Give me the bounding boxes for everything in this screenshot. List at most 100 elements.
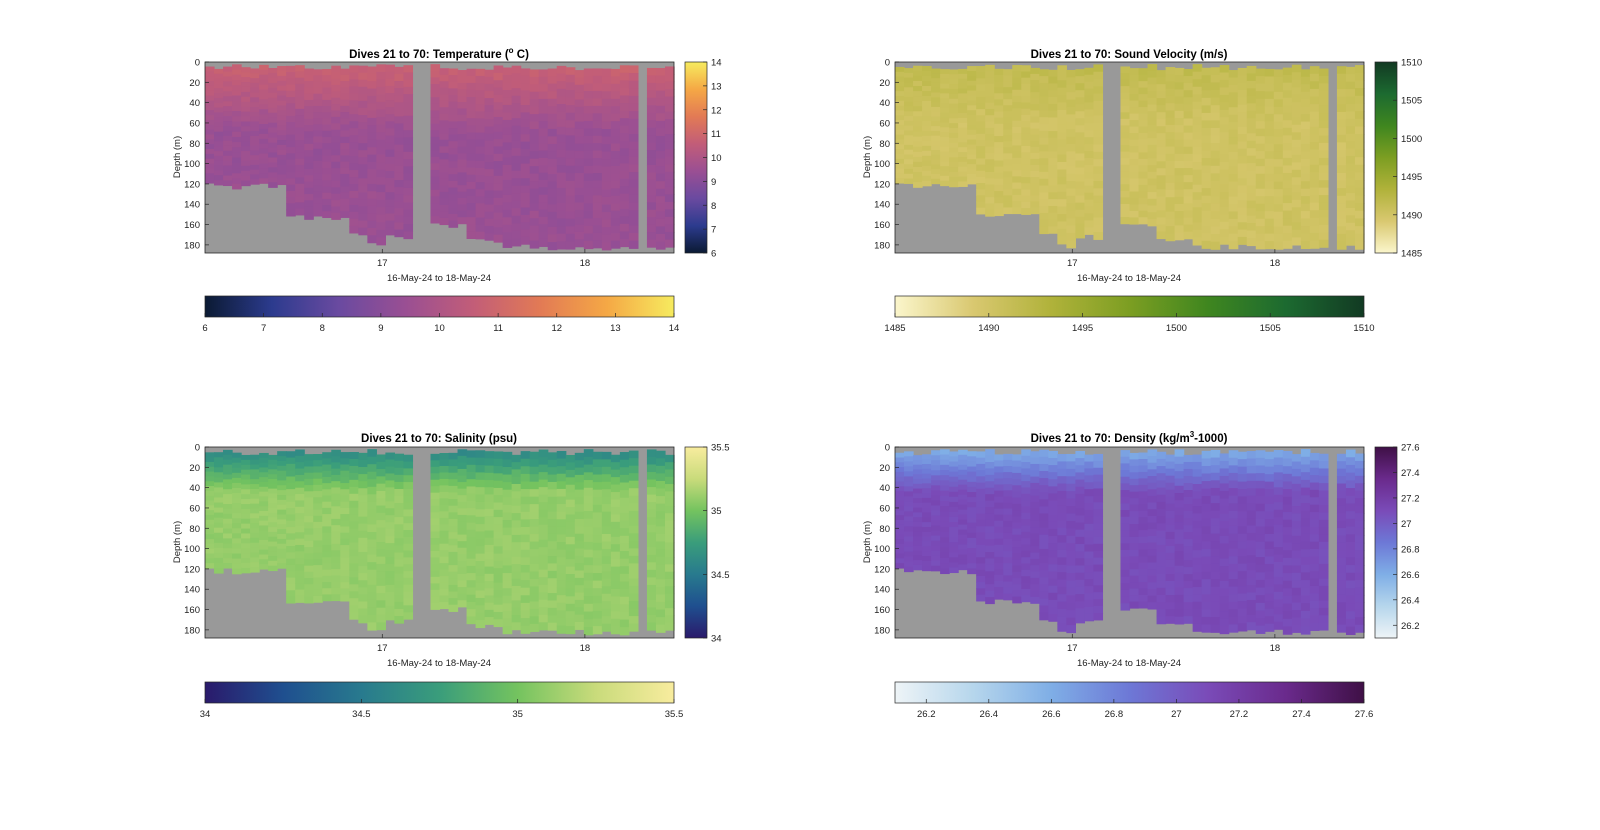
heatmap-cell: [1003, 171, 1013, 178]
heatmap-cell: [502, 588, 513, 597]
heatmap-cell: [958, 494, 968, 501]
heatmap-cell: [358, 171, 368, 179]
heatmap-cell: [1021, 65, 1031, 73]
heatmap-cell: [1273, 136, 1284, 145]
heatmap-cell: [286, 451, 296, 459]
heatmap-cell: [340, 87, 350, 95]
heatmap-cell: [430, 492, 441, 500]
heatmap-cell: [286, 97, 296, 104]
heatmap-cell: [349, 197, 359, 206]
heatmap-cell: [295, 108, 305, 116]
heatmap-cell: [331, 72, 341, 80]
heatmap-cell: [655, 143, 666, 152]
heatmap-cell: [475, 465, 486, 474]
heatmap-cell: [232, 518, 242, 524]
heatmap-cell: [1039, 199, 1049, 207]
heatmap-cell: [655, 211, 666, 220]
heatmap-cell: [475, 583, 486, 592]
heatmap-cell: [268, 72, 278, 79]
heatmap-cell: [664, 96, 675, 105]
heatmap-cell: [331, 474, 341, 482]
heatmap-cell: [1084, 116, 1095, 124]
heatmap-cell: [403, 180, 414, 189]
heatmap-cell: [439, 517, 450, 525]
heatmap-cell: [502, 164, 513, 174]
heatmap-cell: [1039, 171, 1049, 180]
y-tick-label: 160: [184, 220, 200, 231]
heatmap-cell: [1255, 473, 1266, 482]
heatmap-cell: [985, 526, 995, 534]
heatmap-cell: [1165, 581, 1176, 589]
heatmap-cell: [1291, 154, 1302, 163]
heatmap-cell: [223, 523, 233, 530]
heatmap-cell: [1291, 624, 1302, 633]
heatmap-cell: [646, 456, 657, 466]
heatmap-cell: [232, 548, 242, 555]
heatmap-cell: [1084, 558, 1095, 566]
heatmap-cell: [394, 453, 405, 462]
heatmap-cell: [1021, 576, 1031, 584]
heatmap-cell: [1066, 498, 1076, 507]
heatmap-cell: [601, 556, 612, 565]
heatmap-cell: [646, 135, 657, 144]
heatmap-cell: [286, 78, 296, 86]
heatmap-cell: [1201, 67, 1212, 76]
heatmap-cell: [511, 622, 522, 631]
heatmap-cell: [457, 198, 468, 205]
heatmap-cell: [1165, 461, 1176, 470]
heatmap-cell: [1345, 488, 1356, 497]
heatmap-cell: [949, 522, 959, 528]
heatmap-cell: [232, 131, 242, 138]
heatmap-cell: [313, 130, 323, 138]
heatmap-cell: [628, 179, 639, 188]
heatmap-cell: [547, 91, 558, 100]
heatmap-cell: [1228, 533, 1239, 542]
heatmap-cell: [1183, 574, 1194, 582]
heatmap-cell: [295, 71, 305, 79]
heatmap-cell: [367, 584, 377, 593]
heatmap-cell: [1048, 585, 1058, 594]
heatmap-cell: [1093, 543, 1104, 552]
heatmap-cell: [976, 176, 986, 184]
heatmap-cell: [277, 75, 287, 82]
heatmap-cell: [646, 554, 657, 563]
heatmap-cell: [295, 500, 305, 508]
heatmap-cell: [430, 505, 441, 513]
heatmap-cell: [385, 178, 395, 186]
heatmap-cell: [1228, 137, 1239, 146]
heatmap-cell: [976, 544, 986, 552]
heatmap-cell: [349, 128, 359, 136]
heatmap-cell: [1039, 89, 1049, 98]
heatmap-cell: [214, 532, 224, 539]
heatmap-cell: [313, 112, 323, 119]
heatmap-cell: [610, 574, 621, 583]
heatmap-cell: [358, 544, 368, 553]
heatmap-cell: [304, 540, 314, 548]
heatmap-cell: [259, 138, 269, 145]
heatmap-cell: [1075, 76, 1085, 84]
heatmap-cell: [1174, 103, 1185, 112]
heatmap-cell: [1057, 184, 1067, 193]
heatmap-cell: [349, 93, 359, 101]
heatmap-cell: [913, 136, 923, 143]
heatmap-cell: [931, 82, 941, 89]
heatmap-cell: [1120, 523, 1131, 531]
heatmap-cell: [511, 148, 522, 157]
heatmap-cell: [1039, 185, 1049, 194]
heatmap-cell: [949, 147, 959, 154]
heatmap-cell: [250, 140, 260, 147]
heatmap-cell: [940, 568, 950, 575]
heatmap-cell: [913, 545, 923, 552]
y-tick-label: 60: [189, 118, 200, 129]
heatmap-cell: [205, 153, 215, 160]
heatmap-cell: [493, 205, 504, 214]
heatmap-cell: [967, 497, 977, 503]
heatmap-cell: [385, 114, 395, 122]
heatmap-cell: [1264, 593, 1275, 602]
heatmap-cell: [511, 73, 522, 82]
heatmap-cell: [223, 175, 233, 182]
heatmap-cell: [1021, 164, 1031, 172]
colorbar-tick-label: 1485: [884, 323, 905, 334]
heatmap-cell: [1003, 526, 1013, 534]
heatmap-cell: [277, 543, 287, 550]
